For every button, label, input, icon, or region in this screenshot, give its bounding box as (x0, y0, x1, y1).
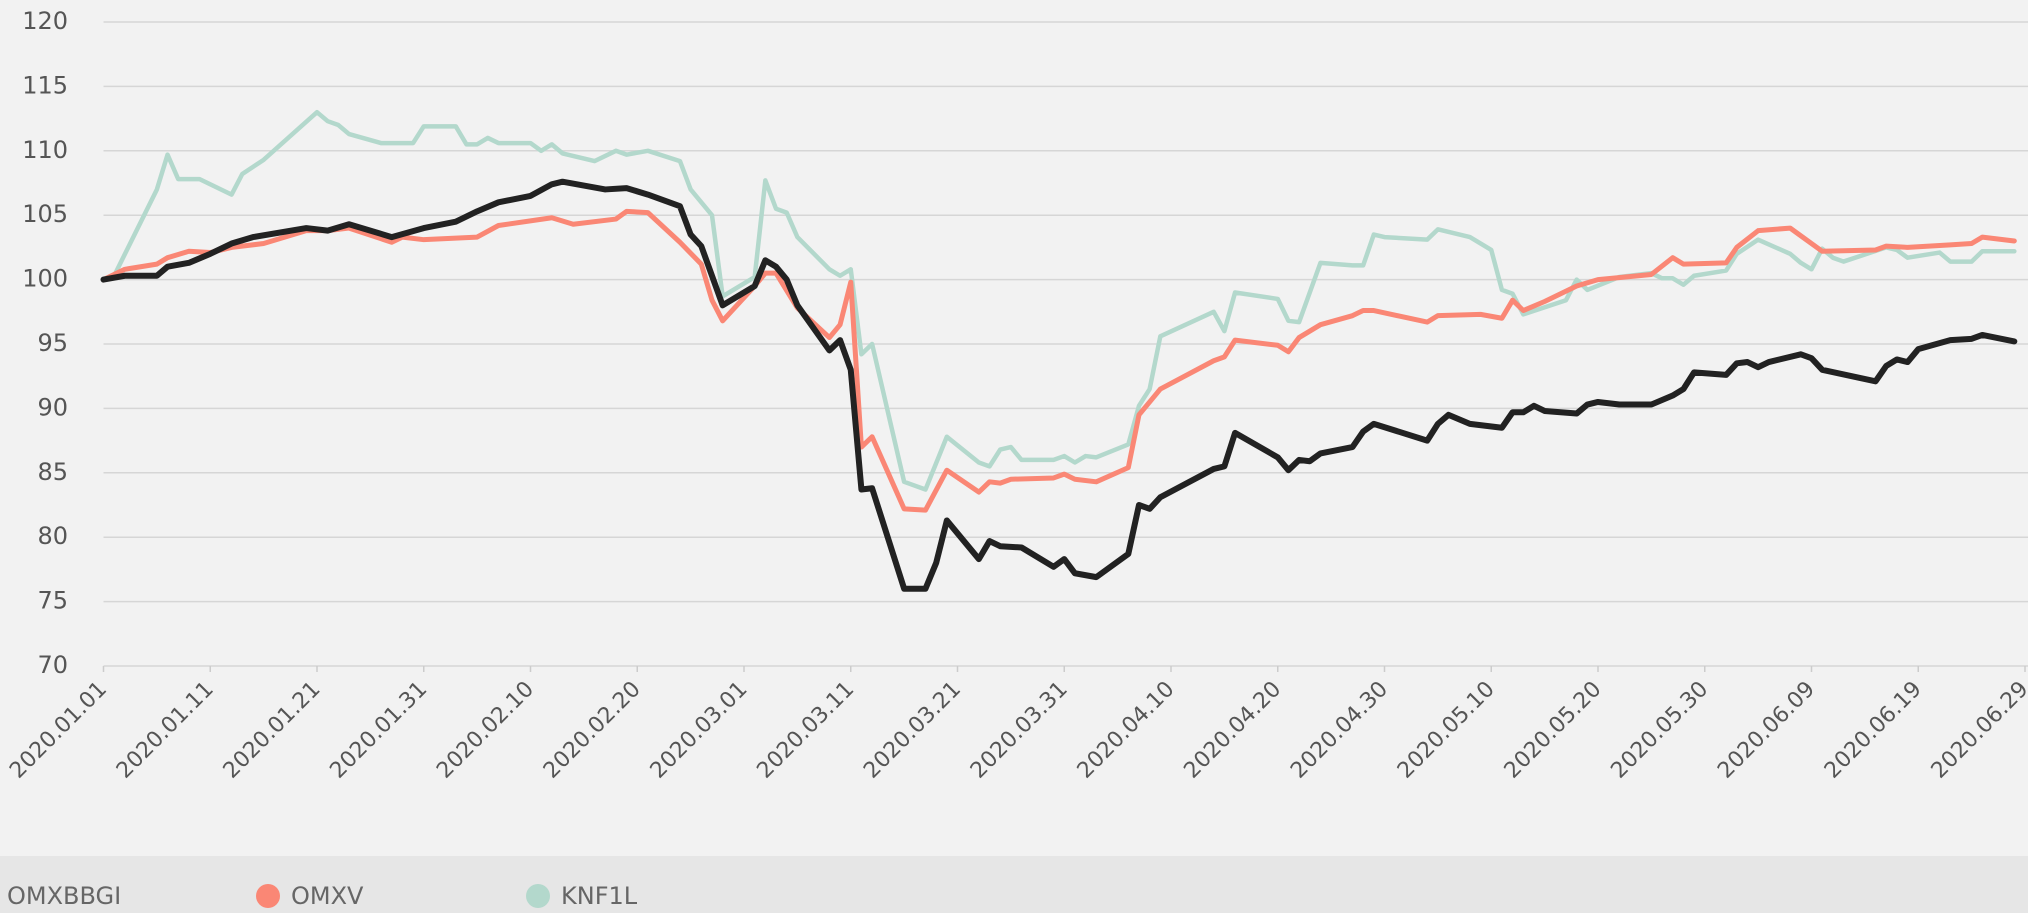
y-tick-label: 85 (37, 458, 68, 486)
y-tick-label: 105 (22, 200, 68, 228)
legend-swatch (526, 884, 550, 908)
y-tick-label: 75 (37, 587, 68, 615)
y-tick-label: 120 (22, 7, 68, 35)
line-series (101, 109, 2017, 492)
y-tick-label: 115 (22, 71, 68, 99)
legend-label: OMXBBGI (7, 882, 121, 910)
plot-background (0, 0, 2028, 856)
y-tick-label: 95 (37, 329, 68, 357)
legend-swatch (256, 884, 280, 908)
y-tick-label: 100 (22, 265, 68, 293)
y-tick-label: 70 (37, 651, 68, 679)
y-tick-label: 80 (37, 522, 68, 550)
y-tick-label: 110 (22, 136, 68, 164)
legend-background (0, 856, 2028, 913)
legend-label: OMXV (291, 882, 364, 910)
line-series (101, 208, 2017, 513)
y-tick-label: 90 (37, 393, 68, 421)
legend-label: KNF1L (561, 882, 638, 910)
line-series (100, 178, 2018, 592)
